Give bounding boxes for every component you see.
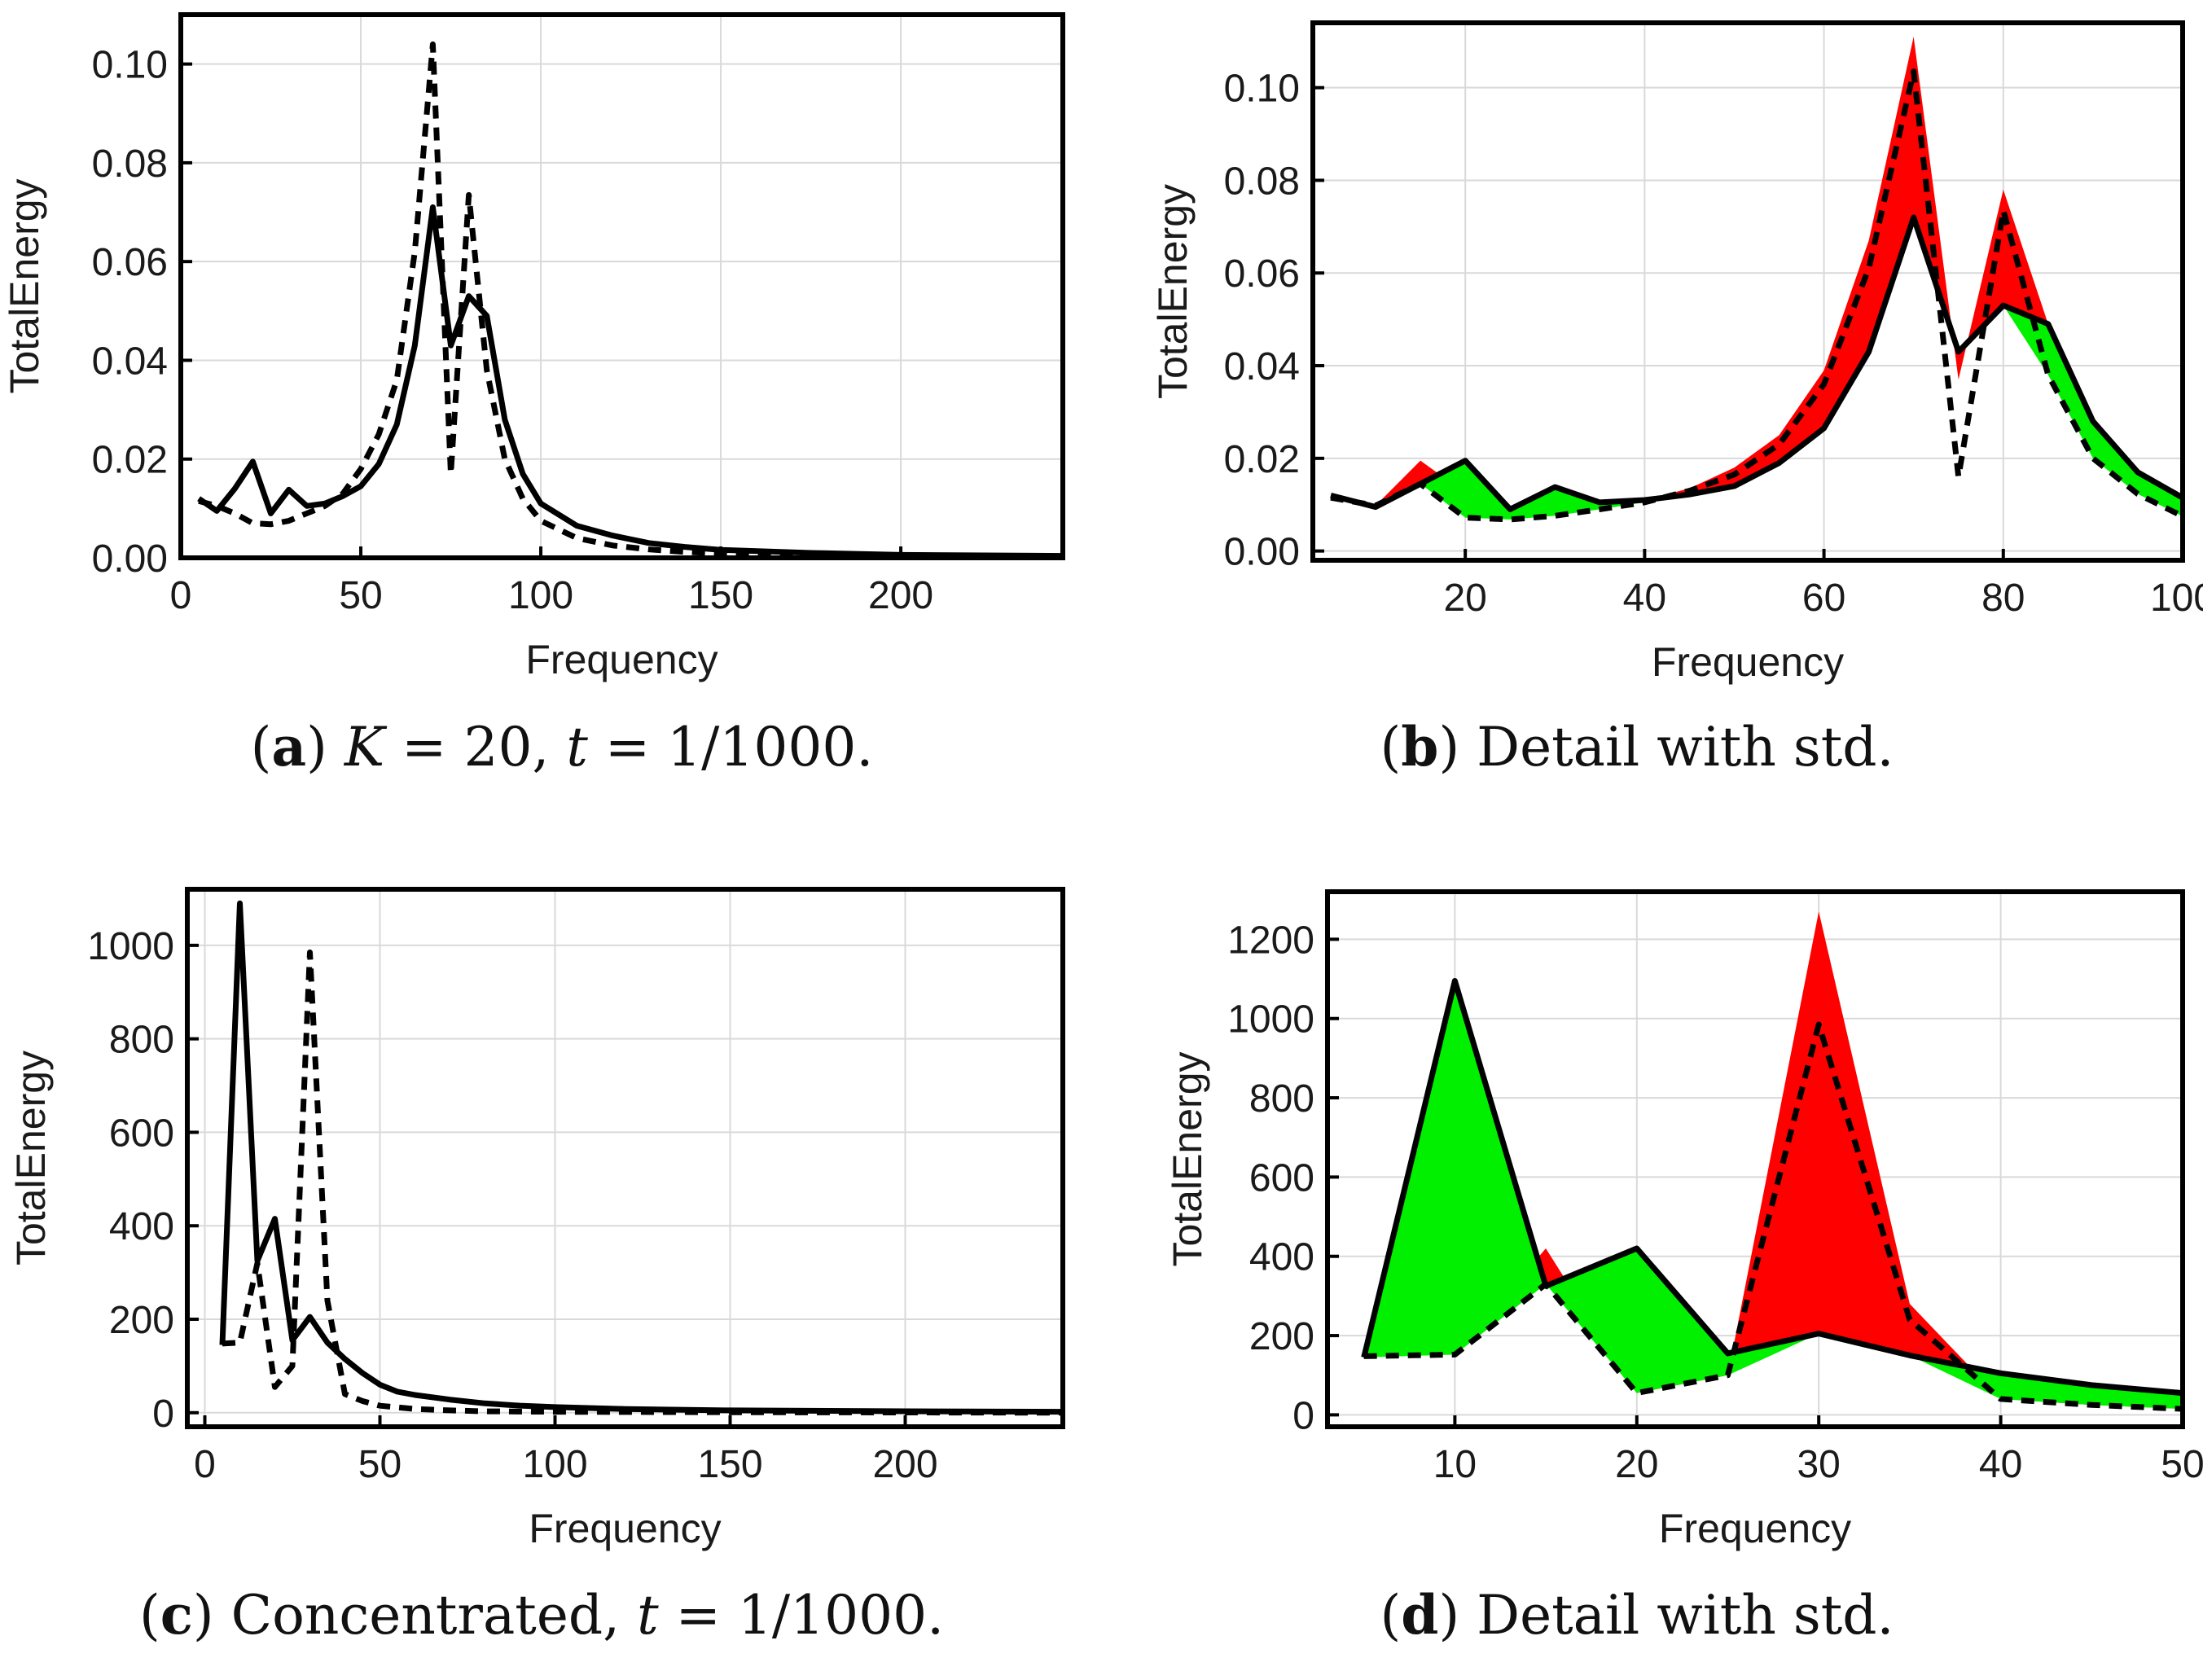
y-tick-label: 400 xyxy=(109,1205,174,1248)
y-axis-label: TotalEnergy xyxy=(2,178,47,393)
caption-part: ) Concentrated, xyxy=(193,1584,637,1647)
x-tick-label: 0 xyxy=(170,574,192,617)
y-tick-label: 800 xyxy=(109,1019,174,1062)
y-tick-label: 200 xyxy=(109,1299,174,1342)
plot-frame xyxy=(1310,20,2185,563)
caption-c: (c) Concentrated, t = 1/1000. xyxy=(139,1583,944,1647)
y-tick-label: 0.00 xyxy=(1224,531,1300,574)
y-axis-label: TotalEnergy xyxy=(8,1051,54,1265)
caption-part: b xyxy=(1401,715,1438,779)
y-tick-label: 600 xyxy=(109,1112,174,1155)
caption-part: t xyxy=(566,716,588,779)
series-line-solid xyxy=(1361,978,2183,1397)
y-axis-label: TotalEnergy xyxy=(1165,1051,1210,1266)
y-tick-label: 1000 xyxy=(87,925,174,968)
chart-b: 20 40 60 80 100 0.00 0.02 0.04 0.06 0.08 0.10 Frequ… xyxy=(1150,20,2203,779)
x-tick-label: 50 xyxy=(339,574,382,617)
x-tick-label: 150 xyxy=(688,574,753,617)
y-tick-label: 0.02 xyxy=(1224,438,1300,481)
x-tick-label: 20 xyxy=(1615,1443,1658,1486)
x-tick-label: 200 xyxy=(868,574,933,617)
x-tick-label: 80 xyxy=(1981,577,2025,620)
x-axis-label: Frequency xyxy=(1659,1506,1851,1551)
y-tick-label: 1200 xyxy=(1227,919,1314,962)
y-tick-label: 0.00 xyxy=(92,537,168,581)
x-tick-label: 100 xyxy=(508,574,573,617)
caption-part: ( xyxy=(139,1584,160,1647)
series-line-solid xyxy=(197,204,1064,559)
caption-b: (b) Detail with std. xyxy=(1380,715,1894,779)
y-tick-label: 0.06 xyxy=(1224,252,1300,296)
plot-frame xyxy=(1325,889,2185,1429)
y-tick-label: 800 xyxy=(1249,1077,1314,1121)
y-tick-label: 400 xyxy=(1249,1236,1314,1279)
series-line-dashed xyxy=(198,41,1064,560)
caption-part: t xyxy=(637,1584,659,1647)
series-line-dashed xyxy=(1330,68,2184,523)
y-tick-label: 0.08 xyxy=(1224,160,1300,203)
y-tick-label: 600 xyxy=(1249,1156,1314,1200)
x-tick-label: 30 xyxy=(1797,1443,1840,1486)
y-tick-label: 0.04 xyxy=(92,340,168,383)
chart-c: 0 50 100 150 200 0 200 400 600 800 1000 Frequency To… xyxy=(8,887,1065,1647)
caption-part: ) Detail with std. xyxy=(1438,1584,1894,1647)
x-tick-label: 100 xyxy=(522,1443,587,1486)
caption-d: (d) Detail with std. xyxy=(1380,1583,1894,1647)
y-tick-label: 0.08 xyxy=(92,143,168,186)
y-axis-label: TotalEnergy xyxy=(1150,184,1196,399)
x-tick-label: 50 xyxy=(358,1443,402,1486)
x-tick-label: 20 xyxy=(1443,577,1486,620)
x-tick-label: 40 xyxy=(1623,577,1666,620)
series-line-solid xyxy=(1330,214,2184,512)
x-tick-label: 100 xyxy=(2150,577,2203,620)
caption-part: ) xyxy=(306,716,344,779)
y-tick-label: 0 xyxy=(152,1393,174,1436)
caption-part: K xyxy=(344,716,388,779)
y-tick-label: 1000 xyxy=(1227,998,1314,1042)
x-axis-label: Frequency xyxy=(529,1506,721,1551)
caption-part: ( xyxy=(1380,1584,1402,1647)
x-tick-label: 10 xyxy=(1433,1443,1477,1486)
chart-d: 10 20 30 40 50 0 200 400 600 800 1000 1200 Frequency… xyxy=(1165,889,2203,1647)
x-tick-label: 0 xyxy=(194,1443,216,1486)
y-tick-label: 0.06 xyxy=(92,241,168,284)
series-line-dashed xyxy=(1363,1021,2183,1412)
chart-a: 0 50 100 150 200 0.00 0.02 0.04 0.06 0.08 0.10 Freq… xyxy=(2,12,1065,779)
x-tick-label: 150 xyxy=(697,1443,762,1486)
y-tick-label: 0.02 xyxy=(92,439,168,482)
caption-part: d xyxy=(1401,1583,1438,1647)
y-tick-label: 0.04 xyxy=(1224,345,1300,388)
caption-part: ( xyxy=(1380,716,1402,779)
x-axis-label: Frequency xyxy=(1652,639,1844,685)
series-line-dashed xyxy=(222,949,1064,1416)
y-tick-label: 200 xyxy=(1249,1315,1314,1358)
y-tick-label: 0.10 xyxy=(92,44,168,87)
y-tick-label: 0 xyxy=(1292,1394,1314,1437)
std-band-above xyxy=(1331,37,2183,511)
x-tick-label: 40 xyxy=(1979,1443,2022,1486)
x-tick-label: 50 xyxy=(2161,1443,2203,1486)
caption-part: = 20, xyxy=(384,716,566,779)
y-tick-label: 0.10 xyxy=(1224,68,1300,111)
caption-part: = 1/1000. xyxy=(659,1584,944,1647)
std-band-below xyxy=(1363,980,2183,1410)
caption-part: ) Detail with std. xyxy=(1438,716,1894,779)
x-tick-label: 60 xyxy=(1802,577,1845,620)
plot-frame xyxy=(178,12,1065,560)
caption-part: ( xyxy=(251,716,272,779)
caption-part: a xyxy=(271,715,306,779)
x-axis-label: Frequency xyxy=(525,637,718,682)
caption-part: = 1/1000. xyxy=(588,716,873,779)
series-line-solid xyxy=(219,900,1064,1415)
plot-frame xyxy=(185,887,1065,1429)
x-tick-label: 200 xyxy=(872,1443,937,1486)
caption-part: c xyxy=(160,1583,193,1647)
caption-a: (a) K = 20, t = 1/1000. xyxy=(251,715,874,779)
